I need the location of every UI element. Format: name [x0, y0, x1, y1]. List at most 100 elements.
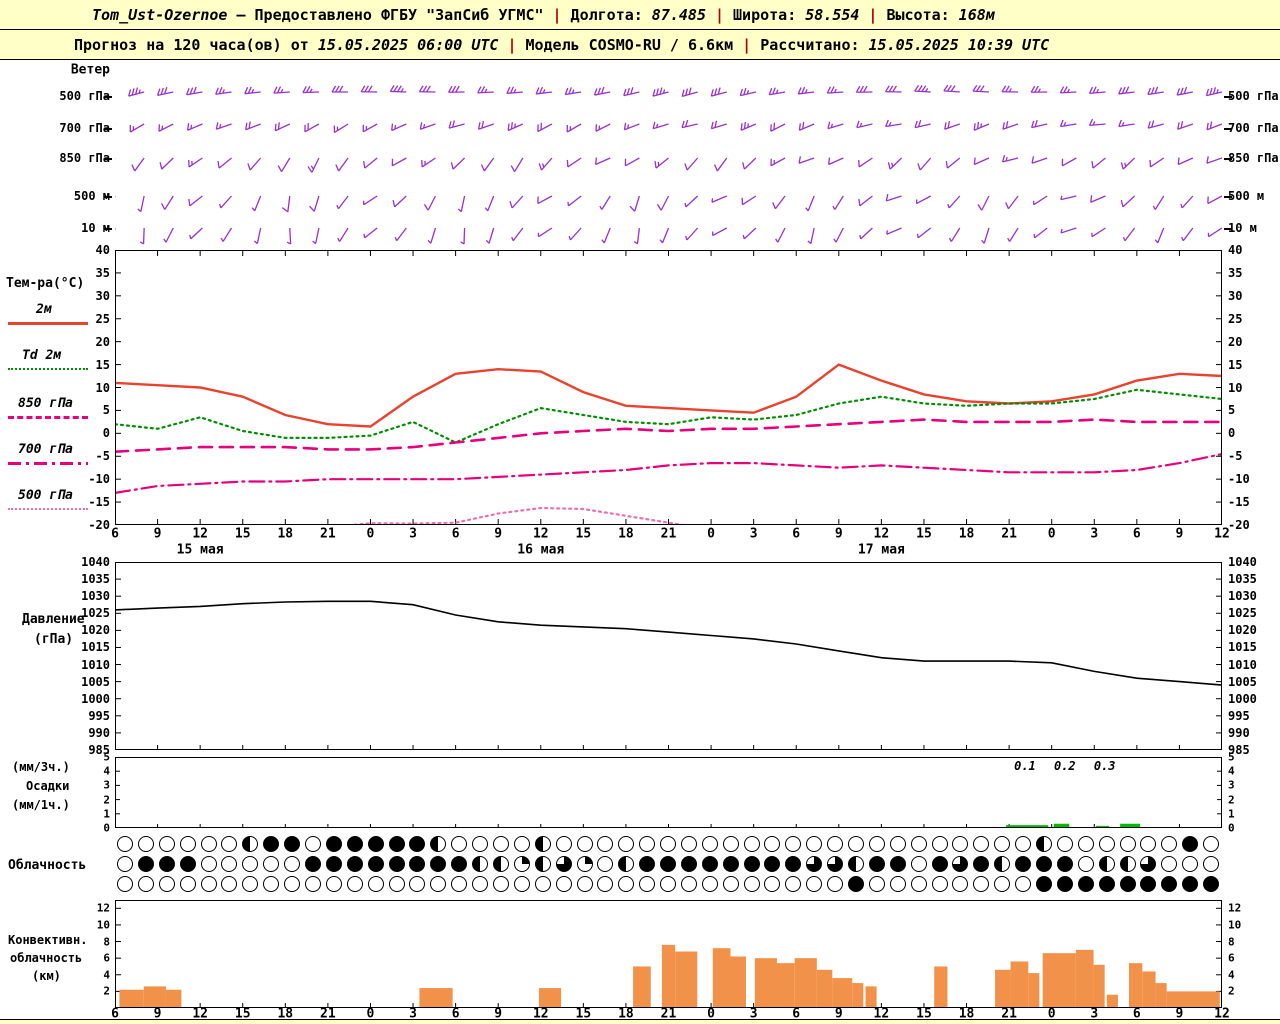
pressure-ytick-right: 990 [1228, 725, 1250, 740]
cloud-cover-symbol [388, 876, 405, 892]
hour-label: 6 [1132, 526, 1141, 542]
cloud-cover-symbol [827, 836, 844, 852]
tick-mark [104, 228, 112, 230]
cloud-cover-symbol [1140, 856, 1157, 872]
cloud-cover-symbol [534, 876, 551, 892]
pressure-ytick-right: 1040 [1228, 555, 1257, 569]
wind-level-label-right: 10 м [1228, 221, 1257, 235]
cloud-cover-symbol [848, 876, 865, 892]
cloud-cover-symbol [952, 836, 969, 852]
hour-label-bottom: 9 [494, 1006, 503, 1022]
cloud-cover-symbol [722, 876, 739, 892]
header-line-1: Tom_Ust-Ozernoe — Предоставлено ФГБУ "За… [0, 0, 1280, 30]
wind-level-label-right: 700 гПа [1228, 121, 1279, 135]
cloud-cover-symbol [472, 836, 489, 852]
cloud-cover-symbol [660, 856, 677, 872]
cloud-cover-symbol [263, 836, 280, 852]
hour-label-bottom: 0 [707, 1006, 715, 1022]
cloud-cover-symbol [1161, 876, 1178, 892]
temp-ytick-left: 10 [95, 380, 110, 395]
altitude-value: 168м [958, 5, 995, 24]
precip-ytick-right: 1 [1228, 807, 1235, 821]
cloud-cover-symbol [1077, 876, 1094, 892]
cloud-cover-symbol [868, 876, 885, 892]
cloud-cover-symbol [680, 876, 697, 892]
pressure-ytick-left: 1035 [81, 572, 110, 587]
legend-line-850 [8, 416, 88, 419]
hour-label: 6 [792, 526, 801, 542]
cloud-cover-symbol [994, 856, 1011, 872]
precip-ytick-right: 4 [1228, 764, 1235, 778]
precip-ytick-left: 3 [103, 778, 110, 792]
cloud-cover-symbol [492, 836, 509, 852]
cloud-cover-symbol [785, 876, 802, 892]
hour-label: 12 [532, 526, 549, 542]
hour-label-bottom: 3 [409, 1006, 417, 1022]
temp-ytick-right: 25 [1228, 311, 1243, 326]
conv-ytick-left: 12 [96, 901, 110, 915]
hour-label: 18 [618, 526, 634, 542]
precip-ytick-left: 1 [103, 807, 110, 821]
cloud-cover-symbol [1182, 836, 1199, 852]
cloud-cover-symbol [325, 876, 342, 892]
cloud-cover-symbol [931, 856, 948, 872]
hour-label: 6 [451, 526, 460, 542]
cloud-cover-symbol [158, 876, 175, 892]
tick-mark [104, 196, 112, 198]
pressure-ytick-right: 1020 [1228, 623, 1257, 638]
temp-ytick-left: 35 [95, 265, 110, 280]
cloud-cover-symbol [973, 836, 990, 852]
cloud-cover-symbol [910, 856, 927, 872]
wind-panel-title: Ветер [70, 62, 110, 78]
cloud-cover-symbol [910, 836, 927, 852]
cloud-cover-symbol [346, 876, 363, 892]
precip-ytick-right: 3 [1228, 778, 1235, 792]
hour-label-bottom: 3 [749, 1006, 758, 1022]
cloud-cover-symbol [743, 856, 760, 872]
cloud-cover-symbol [117, 856, 133, 872]
temp-ytick-left: 15 [95, 357, 110, 372]
cloud-cover-symbol [513, 836, 530, 852]
hour-label: 9 [153, 526, 162, 542]
cloud-cover-symbol [1056, 836, 1073, 852]
cloud-cover-symbol [555, 876, 572, 892]
conv-ytick-left: 8 [103, 935, 110, 949]
cloud-cover-symbol [409, 856, 426, 872]
hour-label: 12 [873, 526, 890, 542]
hour-label: 21 [1001, 526, 1017, 542]
cloud-cover-symbol [451, 876, 468, 892]
cloud-cover-symbol [848, 836, 865, 852]
cloud-cover-symbol [1056, 876, 1073, 892]
cloud-cover-symbol [513, 856, 530, 872]
cloud-cover-symbol [409, 836, 426, 852]
cloud-cover-symbol [680, 856, 697, 872]
convective-cloud-chart [115, 900, 1222, 1008]
legend-line-500 [8, 508, 88, 510]
conv-ytick-left: 4 [103, 968, 110, 982]
latitude-label: Широта: [733, 5, 797, 24]
cloud-cover-symbol [1036, 876, 1053, 892]
station-name: Tom_Ust-Ozernoe [92, 5, 228, 24]
cloud-cover-symbol [680, 836, 697, 852]
wind-level-label-right: 850 гПа [1228, 151, 1279, 165]
hour-label-bottom: 3 [1090, 1006, 1099, 1022]
cloud-cover-symbol [1036, 856, 1053, 872]
hour-label: 3 [749, 526, 758, 542]
hour-label-bottom: 9 [1175, 1006, 1184, 1022]
precip-ytick-left: 4 [103, 764, 110, 778]
longitude-label: Долгота: [570, 5, 643, 24]
hour-label-bottom: 6 [451, 1006, 460, 1022]
conv-ytick-right: 8 [1228, 935, 1235, 949]
model-value: COSMO-RU / 6.6км [588, 35, 734, 54]
cloud-cover-symbol [137, 856, 154, 872]
cloud-cover-symbol [1203, 836, 1220, 852]
tick-mark [104, 96, 112, 98]
cloud-cover-symbol [388, 836, 405, 852]
hour-label: 0 [366, 526, 375, 542]
conv-ytick-left: 6 [103, 951, 110, 965]
pressure-ytick-right: 1015 [1228, 640, 1257, 655]
cloud-cover-symbol [492, 876, 509, 892]
footer-strip [0, 1019, 1280, 1024]
cloud-cover-symbol [1161, 836, 1178, 852]
separator-icon: | [714, 5, 725, 24]
